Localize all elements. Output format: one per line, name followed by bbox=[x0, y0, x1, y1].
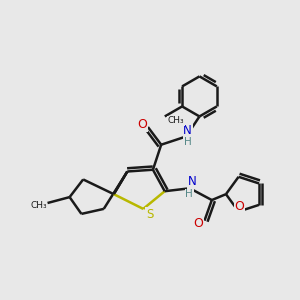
Text: O: O bbox=[137, 118, 147, 131]
Text: N: N bbox=[188, 175, 197, 188]
Text: O: O bbox=[235, 200, 244, 213]
Text: O: O bbox=[194, 217, 203, 230]
Text: N: N bbox=[183, 124, 192, 137]
Text: H: H bbox=[184, 137, 192, 147]
Text: S: S bbox=[146, 208, 153, 221]
Text: CH₃: CH₃ bbox=[30, 201, 47, 210]
Text: H: H bbox=[185, 189, 193, 199]
Text: CH₃: CH₃ bbox=[168, 116, 184, 125]
